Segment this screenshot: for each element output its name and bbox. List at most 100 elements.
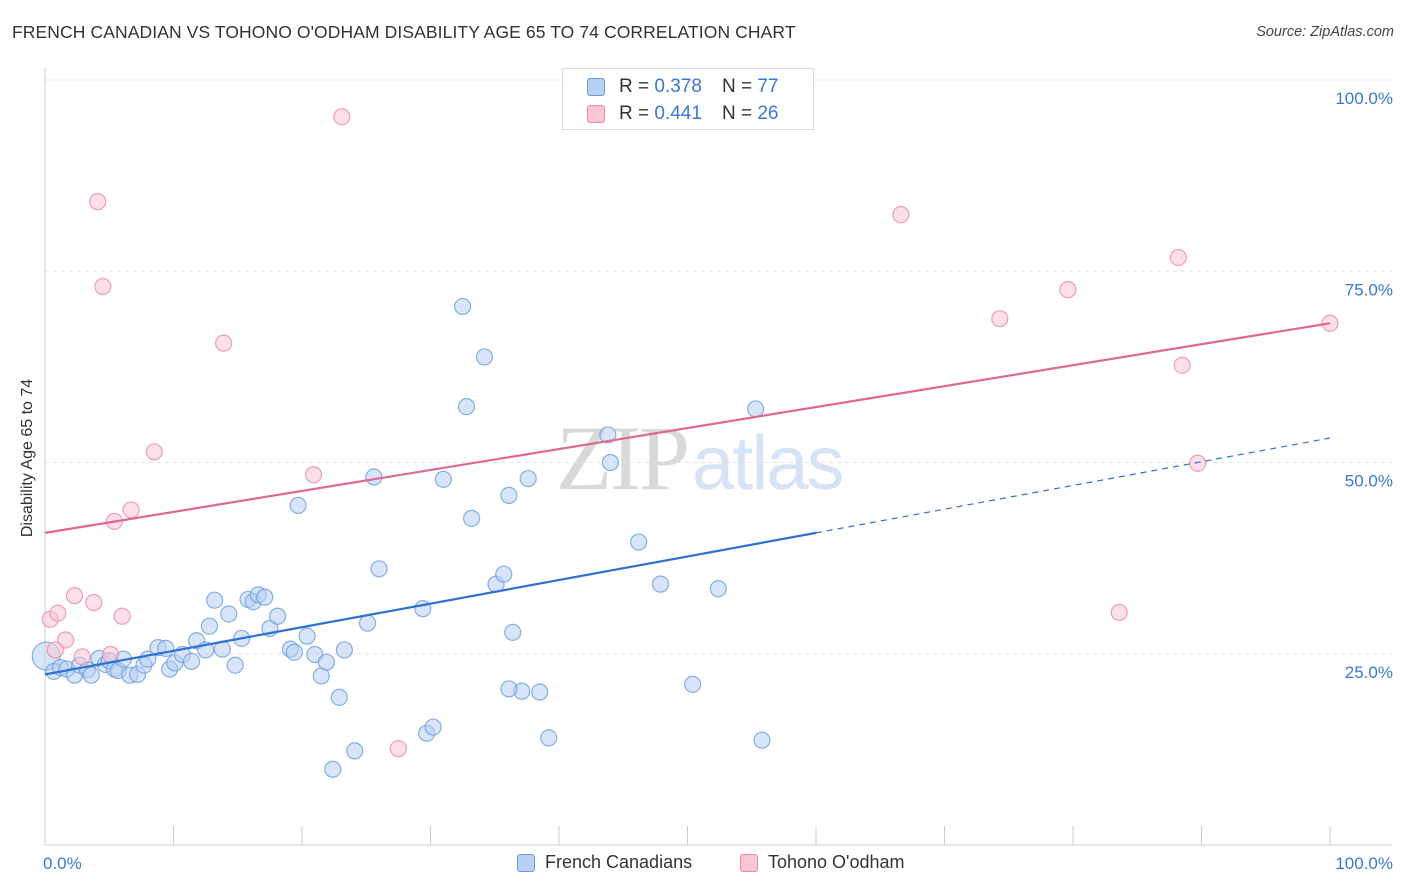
zipatlas-watermark: ZIPatlas: [556, 405, 845, 511]
legend-r-label: R =: [619, 103, 650, 124]
data-point-french-canadians: [200, 617, 219, 635]
x-tick-label: 0.0%: [43, 854, 82, 873]
data-point-french-canadians: [540, 729, 558, 747]
data-point-tohono-oodham: [1189, 454, 1207, 472]
watermark-zip: ZIP: [556, 407, 690, 509]
data-point-tohono-oodham: [65, 587, 84, 605]
data-point-french-canadians: [324, 760, 342, 778]
series-legend: French Canadians Tohono O'odham: [0, 852, 1406, 876]
data-point-french-canadians: [475, 348, 494, 366]
data-point-french-canadians: [365, 468, 383, 486]
data-point-french-canadians: [434, 470, 452, 488]
data-point-tohono-oodham: [94, 277, 112, 296]
legend-n-label: N =: [721, 103, 753, 124]
legend-swatch-blue: [587, 78, 605, 96]
y-tick-label: 75.0%: [1345, 280, 1393, 299]
data-point-french-canadians: [424, 718, 442, 736]
data-point-french-canadians: [298, 627, 316, 645]
legend-n-label: N =: [721, 76, 753, 97]
chart-title: FRENCH CANADIAN VS TOHONO O'ODHAM DISABI…: [12, 22, 796, 42]
data-point-french-canadians: [289, 496, 307, 514]
data-point-tohono-oodham: [1173, 356, 1191, 374]
data-point-tohono-oodham: [1169, 248, 1187, 267]
data-point-french-canadians: [463, 509, 481, 527]
data-point-tohono-oodham: [145, 443, 163, 461]
data-point-tohono-oodham: [73, 648, 91, 666]
legend-item-tohono-oodham: Tohono O'odham: [740, 852, 905, 873]
y-tick-label: 50.0%: [1345, 472, 1393, 491]
x-tick-label: 100.0%: [1335, 854, 1393, 873]
legend-n-value: 77: [757, 76, 779, 97]
data-point-tohono-oodham: [85, 593, 103, 612]
data-point-french-canadians: [500, 680, 518, 698]
data-point-tohono-oodham: [991, 310, 1009, 328]
data-point-french-canadians: [358, 614, 377, 632]
data-point-tohono-oodham: [1059, 281, 1077, 299]
data-point-french-canadians: [317, 653, 336, 671]
legend-r-value: 0.441: [654, 103, 702, 124]
data-point-tohono-oodham: [113, 607, 131, 625]
data-point-tohono-oodham: [1110, 603, 1128, 622]
legend-swatch-pink: [740, 853, 758, 872]
trend-line-french-canadians: [44, 531, 817, 676]
data-point-tohono-oodham: [89, 193, 107, 211]
legend-item-french-canadians: French Canadians: [517, 852, 692, 873]
data-point-tohono-oodham: [892, 206, 910, 224]
legend-r-label: R =: [619, 76, 650, 97]
data-point-french-canadians: [220, 605, 238, 623]
data-point-tohono-oodham: [333, 108, 351, 126]
data-point-tohono-oodham: [304, 466, 323, 484]
data-point-french-canadians: [531, 683, 549, 701]
data-point-french-canadians: [495, 565, 513, 583]
data-point-french-canadians: [226, 656, 244, 674]
french-canadians-series: [31, 297, 771, 778]
data-point-french-canadians: [684, 675, 702, 693]
data-point-tohono-oodham: [215, 334, 233, 352]
legend-n-value: 26: [757, 103, 779, 124]
legend-swatch-blue: [517, 853, 535, 872]
data-point-french-canadians: [206, 591, 224, 609]
data-point-french-canadians: [504, 623, 522, 641]
trend-line-french-canadians-extrapolated: [815, 437, 1331, 534]
tick-labels: 25.0% 50.0% 75.0% 100.0% 0.0% 100.0%: [43, 89, 1393, 873]
trend-lines: [44, 322, 1331, 676]
data-point-tohono-oodham: [389, 740, 407, 758]
axes: [44, 68, 1392, 846]
data-point-french-canadians: [330, 688, 348, 706]
watermark-atlas: atlas: [692, 421, 845, 506]
data-point-french-canadians: [599, 426, 617, 444]
data-point-french-canadians: [753, 731, 771, 749]
legend-row-tohono-oodham: R = 0.441 N = 26: [587, 102, 778, 126]
data-point-french-canadians: [601, 453, 620, 472]
data-point-french-canadians: [500, 486, 518, 504]
data-point-french-canadians: [630, 533, 648, 551]
legend-r-value: 0.378: [654, 76, 702, 97]
trend-line-tohono-oodham: [44, 322, 1331, 534]
legend-label-tohono-oodham: Tohono O'odham: [768, 852, 905, 872]
data-point-french-canadians: [268, 607, 287, 625]
legend-swatch-pink: [587, 105, 605, 123]
source-label: Source: ZipAtlas.com: [1256, 24, 1394, 40]
legend-label-french-canadians: French Canadians: [545, 852, 693, 872]
data-point-french-canadians: [454, 297, 472, 316]
data-point-french-canadians: [346, 742, 364, 760]
data-point-tohono-oodham: [56, 631, 75, 649]
data-point-french-canadians: [335, 641, 354, 659]
data-point-french-canadians: [285, 643, 303, 661]
data-point-tohono-oodham: [122, 501, 140, 519]
stats-legend: R = 0.378 N = 77 R = 0.441 N = 26: [562, 68, 814, 130]
data-point-french-canadians: [256, 588, 274, 606]
data-point-french-canadians: [519, 469, 537, 488]
y-tick-label: 100.0%: [1335, 89, 1393, 108]
data-point-tohono-oodham: [49, 604, 67, 622]
tohono-oodham-series: [41, 108, 1339, 758]
legend-row-french-canadians: R = 0.378 N = 77: [587, 75, 778, 99]
data-point-tohono-oodham: [46, 641, 64, 659]
data-point-french-canadians: [457, 398, 476, 416]
data-point-french-canadians: [182, 652, 201, 671]
data-point-french-canadians: [651, 575, 670, 593]
data-point-french-canadians: [370, 560, 388, 578]
data-point-french-canadians: [747, 400, 765, 418]
data-point-french-canadians: [82, 666, 100, 684]
